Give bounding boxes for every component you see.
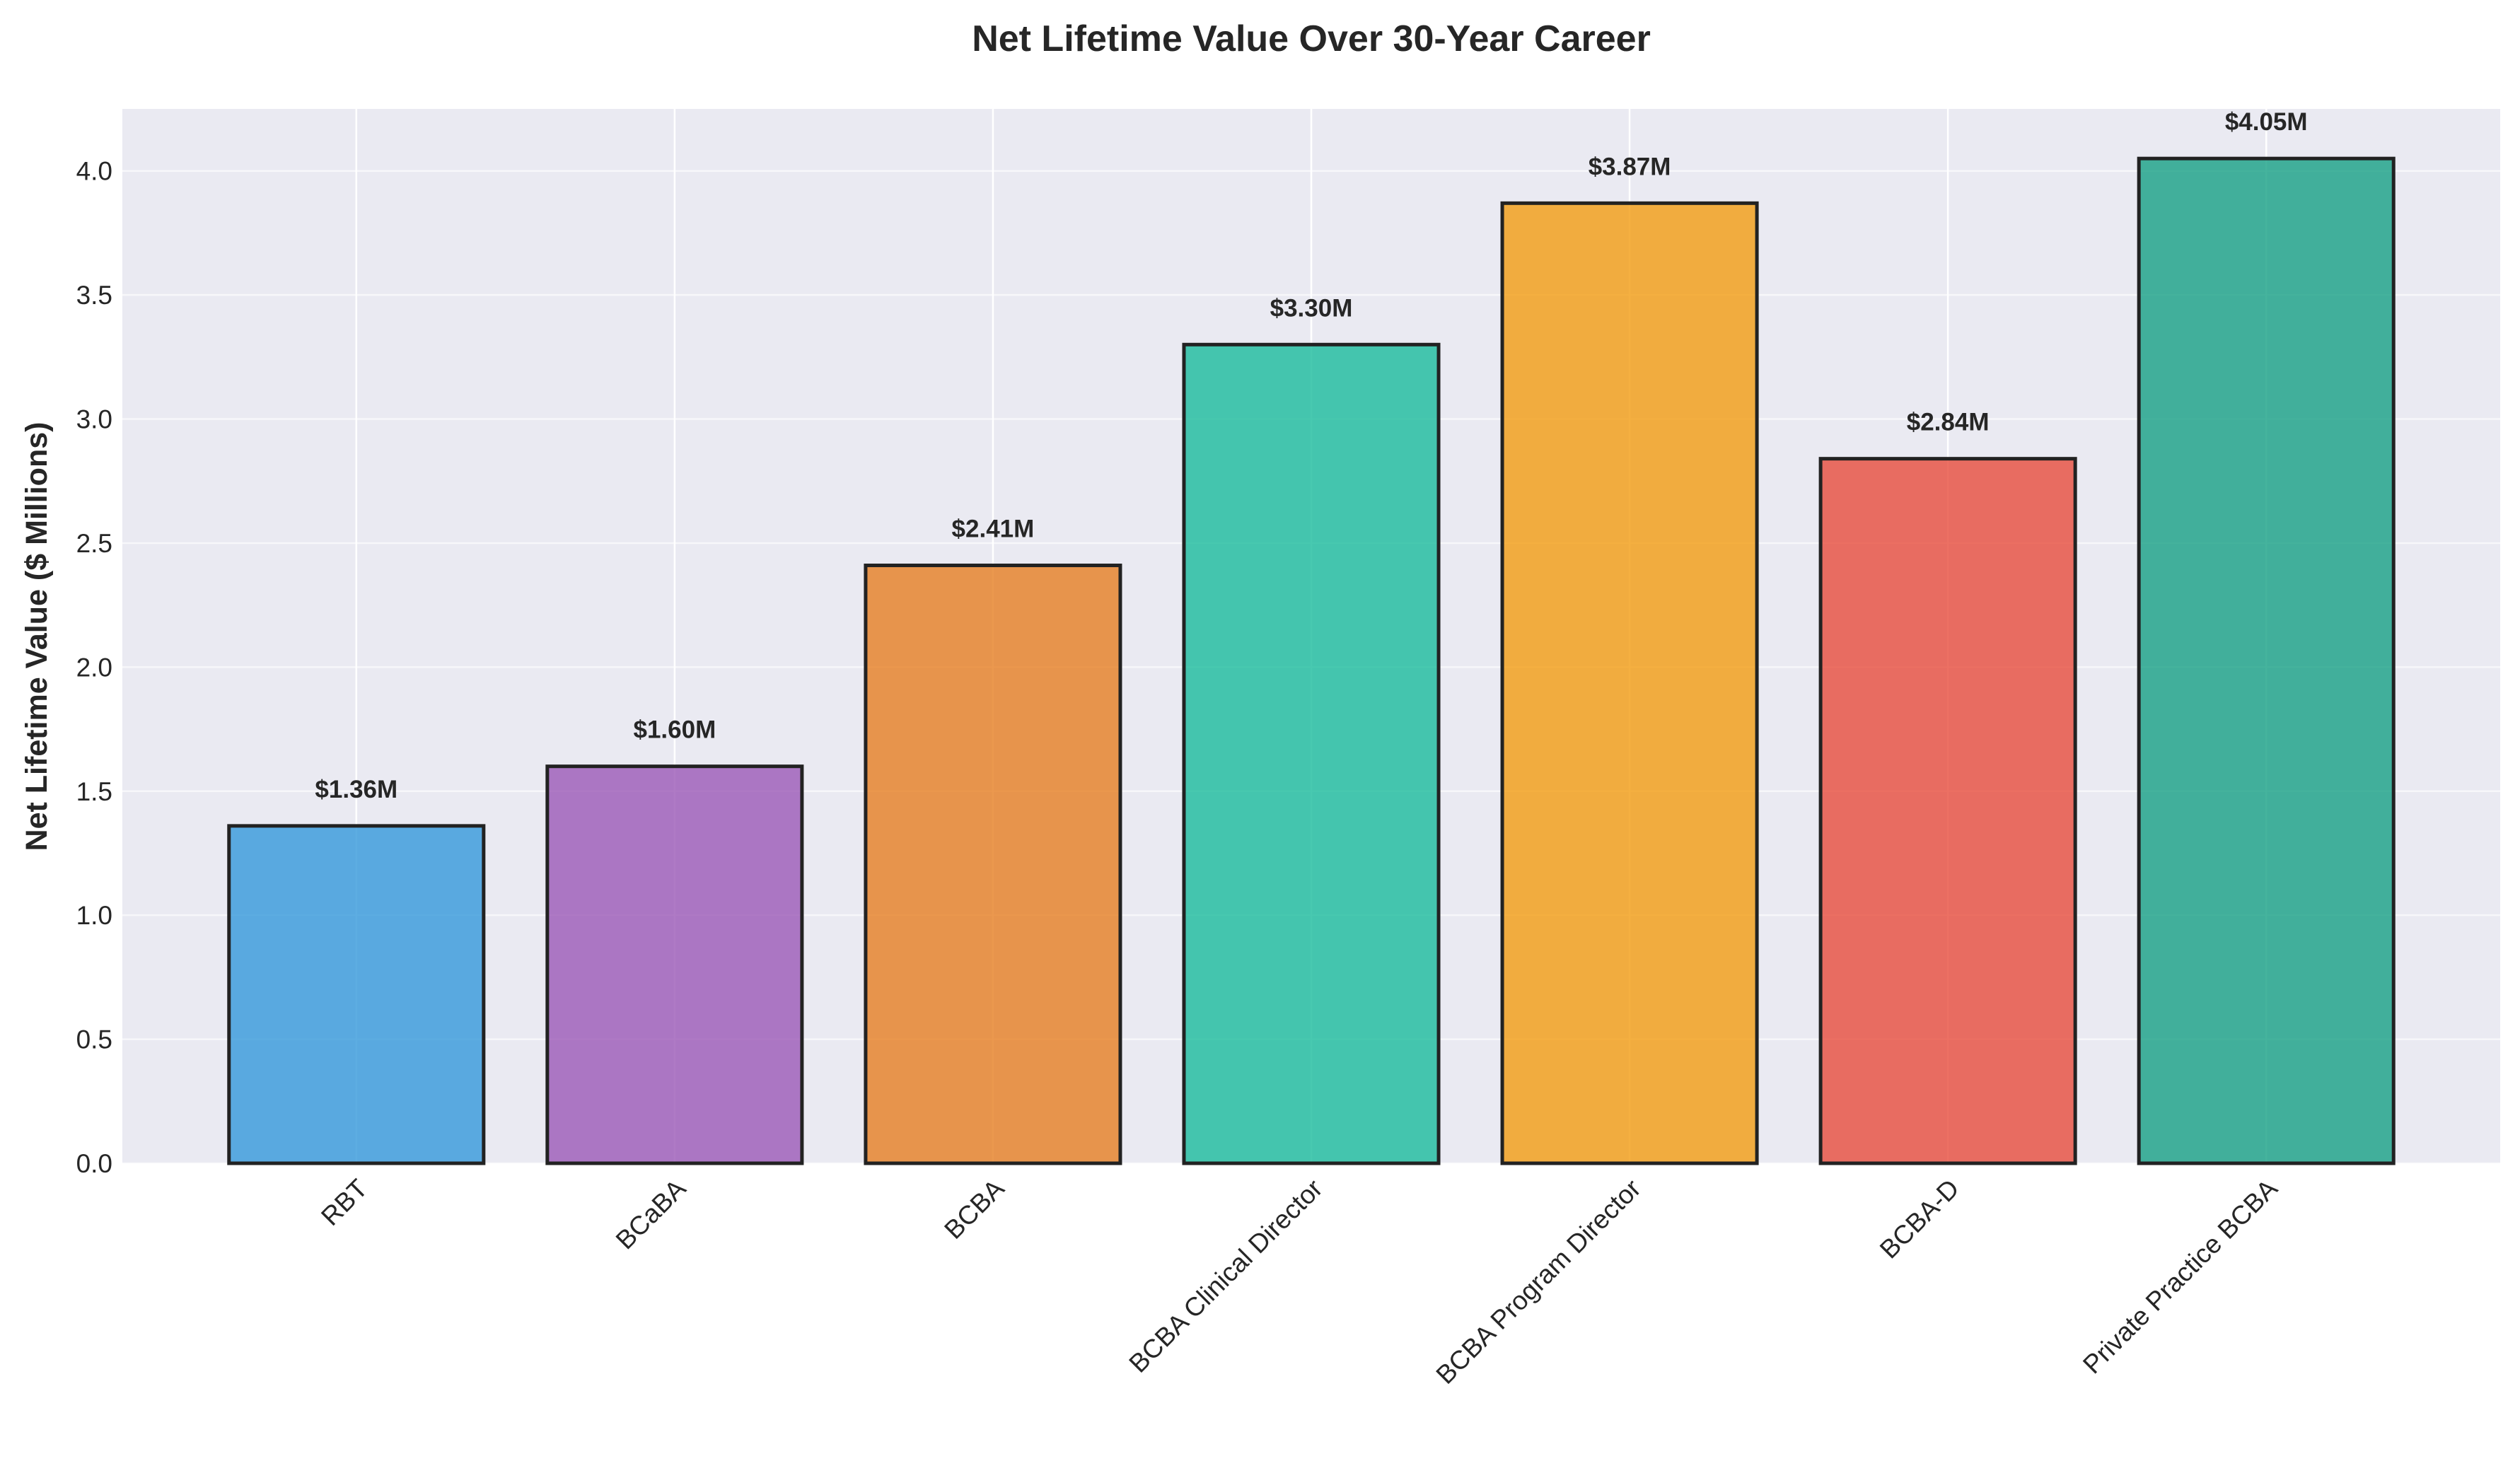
y-axis-label: Net Lifetime Value ($ Millions) (20, 422, 54, 851)
bar (1500, 201, 1759, 1165)
data-label: $4.05M (2225, 108, 2308, 136)
x-tick-label: BCBA Program Director (1430, 1174, 1646, 1390)
x-tick-label: BCaBA (610, 1173, 692, 1255)
bar (1818, 457, 2077, 1165)
y-tick-label: 2.0 (76, 653, 112, 682)
data-label: $3.87M (1589, 153, 1671, 180)
bar (2137, 156, 2396, 1165)
y-tick-label: 1.0 (76, 901, 112, 930)
bar (864, 564, 1122, 1165)
data-label: $2.84M (1907, 409, 1990, 436)
y-tick-label: 4.0 (76, 157, 112, 186)
bar (545, 764, 804, 1165)
x-tick-label: RBT (315, 1174, 373, 1231)
data-label: $3.30M (1270, 294, 1353, 322)
y-tick-label: 3.0 (76, 405, 112, 434)
data-label: $2.41M (952, 516, 1035, 543)
y-tick-label: 2.5 (76, 529, 112, 558)
y-tick-label: 0.0 (76, 1149, 112, 1178)
y-tick-label: 0.5 (76, 1025, 112, 1054)
bar (227, 824, 486, 1165)
data-label: $1.36M (315, 776, 397, 803)
data-label: $1.60M (633, 716, 716, 744)
x-tick-label: BCBA (939, 1173, 1009, 1244)
y-tick-label: 3.5 (76, 281, 112, 310)
x-tick-label: Private Practice BCBA (2077, 1173, 2283, 1379)
chart-title: Net Lifetime Value Over 30-Year Career (972, 18, 1651, 59)
x-tick-label: BCBA Clinical Director (1123, 1174, 1328, 1378)
bar (1182, 342, 1441, 1165)
y-tick-label: 1.5 (76, 777, 112, 806)
x-tick-label: BCBA-D (1874, 1174, 1965, 1264)
